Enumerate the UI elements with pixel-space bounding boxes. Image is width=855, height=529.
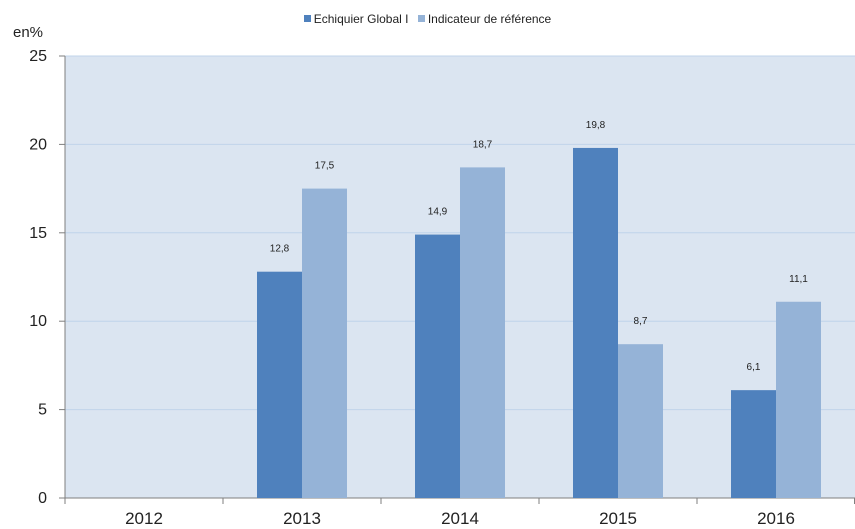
- bar-indicateur: [618, 344, 663, 498]
- y-axis-unit-label: en%: [13, 24, 44, 41]
- y-tick-label: 20: [29, 136, 47, 153]
- bar-indicateur: [460, 167, 505, 498]
- data-label: 12,8: [270, 244, 290, 255]
- bar-echiquier: [257, 271, 302, 498]
- legend-label-indicateur: Indicateur de référence: [427, 11, 552, 26]
- bar-echiquier: [573, 147, 618, 498]
- data-label: 17,5: [315, 161, 335, 172]
- bar-echiquier: [731, 390, 776, 498]
- y-tick-label: 5: [38, 402, 47, 419]
- data-label: 11,1: [789, 274, 808, 285]
- data-label: 14,9: [428, 207, 448, 218]
- y-tick-label: 15: [29, 225, 47, 242]
- x-tick-label: 2016: [757, 509, 795, 528]
- bar-indicateur: [302, 188, 347, 498]
- y-tick-label: 10: [29, 313, 47, 330]
- data-label: 18,7: [473, 139, 493, 150]
- data-label: 19,8: [586, 120, 606, 131]
- data-label: 6,1: [747, 362, 761, 373]
- legend-label-echiquier: Echiquier Global I: [313, 11, 409, 26]
- legend-item-indicateur: Indicateur de référence: [417, 11, 552, 26]
- x-tick-label: 2014: [441, 509, 479, 528]
- x-tick-label: 2012: [125, 509, 163, 528]
- y-tick-label: 0: [38, 490, 47, 507]
- chart-legend: Echiquier Global I Indicateur de référen…: [0, 11, 855, 26]
- bar-echiquier: [415, 234, 460, 498]
- legend-item-echiquier: Echiquier Global I: [303, 11, 409, 26]
- data-label: 8,7: [634, 316, 648, 327]
- y-tick-label: 25: [29, 48, 47, 65]
- legend-swatch-indicateur: [417, 15, 425, 22]
- legend-swatch-echiquier: [303, 15, 311, 22]
- bar-indicateur: [776, 301, 821, 498]
- x-tick-label: 2013: [283, 509, 321, 528]
- x-tick-label: 2015: [599, 509, 637, 528]
